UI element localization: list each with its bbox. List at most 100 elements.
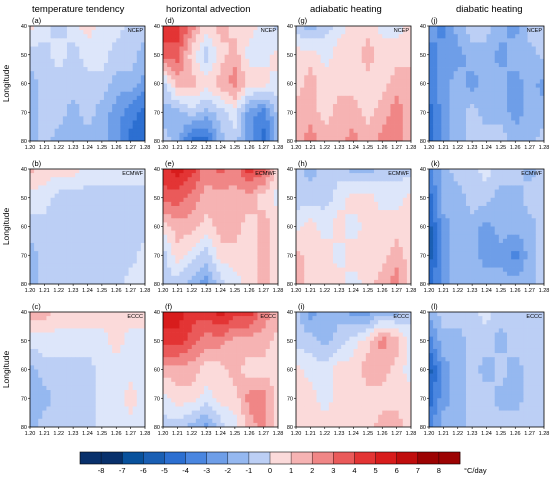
heat-cell: [50, 218, 55, 223]
heat-cell: [50, 46, 55, 51]
heat-cell: [429, 124, 434, 130]
heat-cell: [304, 95, 309, 101]
heat-cell: [175, 222, 180, 227]
heat-cell: [269, 193, 275, 199]
heat-cell: [58, 242, 64, 248]
heat-cell: [58, 91, 64, 97]
heat-cell: [316, 50, 321, 56]
heat-cell: [42, 79, 47, 84]
heat-cell: [261, 238, 267, 244]
heat-cell: [304, 112, 309, 117]
heat-cell: [386, 26, 391, 31]
heat-cell: [58, 255, 64, 260]
heat-cell: [269, 87, 275, 93]
heat-cell: [87, 75, 92, 80]
heat-cell: [50, 62, 55, 68]
heat-cell: [175, 242, 180, 248]
heat-cell: [116, 263, 121, 268]
heat-cell: [265, 95, 271, 101]
heat-cell: [208, 173, 213, 178]
heat-cell: [402, 62, 408, 68]
heat-cell: [103, 83, 109, 88]
y-tick-label: 40: [21, 167, 27, 173]
heat-cell: [204, 210, 209, 215]
heat-cell: [199, 54, 205, 60]
heat-cell: [34, 124, 39, 130]
heat-cell: [83, 124, 88, 130]
heat-cell: [71, 201, 76, 207]
heat-cell: [345, 34, 350, 39]
heat-cell: [273, 255, 278, 260]
heat-cell: [128, 136, 134, 141]
heat-cell: [175, 50, 180, 56]
heat-cell: [75, 34, 80, 39]
heat-cell: [304, 104, 309, 109]
heat-cell: [398, 83, 404, 88]
heat-cell: [99, 267, 105, 273]
heat-cell: [337, 83, 342, 88]
heat-cell: [95, 238, 101, 244]
heat-cell: [204, 193, 209, 199]
heat-cell: [220, 189, 225, 194]
heat-cell: [83, 247, 88, 252]
y-tick-label: 80: [154, 282, 160, 288]
heat-cell: [232, 95, 238, 101]
heat-cell: [112, 226, 117, 231]
heat-cell: [486, 42, 491, 47]
heat-cell: [474, 58, 479, 64]
heat-cell: [269, 279, 275, 284]
heat-cell: [42, 234, 47, 240]
heat-cell: [320, 46, 326, 51]
heat-cell: [50, 104, 55, 109]
heat-cell: [519, 75, 524, 80]
heat-cell: [445, 38, 450, 43]
heat-cell: [486, 26, 491, 31]
heat-cell: [216, 218, 221, 223]
heat-cell: [365, 83, 371, 88]
heat-cell: [212, 247, 217, 252]
heat-cell: [46, 42, 51, 47]
heat-cell: [167, 104, 172, 109]
heat-cell: [523, 112, 528, 117]
heat-cell: [527, 132, 533, 138]
heat-cell: [58, 181, 64, 186]
heat-cell: [212, 214, 217, 219]
heat-cell: [167, 87, 172, 93]
heat-cell: [249, 197, 254, 203]
heat-cell: [539, 132, 544, 138]
heat-cell: [224, 42, 230, 47]
heat-cell: [46, 79, 51, 84]
heat-cell: [470, 136, 475, 141]
heat-cell: [79, 247, 84, 252]
heat-cell: [171, 238, 176, 244]
heat-cell: [132, 189, 138, 194]
heat-cell: [382, 177, 387, 182]
heat-cell: [308, 104, 313, 109]
heat-cell: [195, 222, 201, 227]
heat-cell: [461, 42, 467, 47]
heat-cell: [191, 108, 197, 113]
heat-cell: [257, 58, 262, 64]
heat-cell: [224, 193, 230, 199]
heat-cell: [320, 42, 326, 47]
heat-cell: [273, 271, 278, 277]
heat-cell: [58, 234, 64, 240]
heat-cell: [324, 54, 330, 60]
heat-cell: [132, 71, 138, 76]
heat-cell: [386, 83, 391, 88]
heat-cell: [71, 38, 76, 43]
heat-cell: [46, 238, 51, 244]
heat-cell: [54, 26, 60, 31]
heat-cell: [531, 87, 537, 93]
heat-cell: [124, 279, 129, 284]
heat-cell: [236, 38, 242, 43]
heat-cell: [357, 71, 363, 76]
heat-cell: [87, 87, 92, 93]
heat-cell: [515, 112, 520, 117]
heat-cell: [232, 71, 238, 76]
heat-cell: [345, 136, 350, 141]
heat-cell: [232, 91, 238, 97]
heat-cell: [50, 58, 55, 64]
heat-cell: [220, 124, 225, 130]
heat-cell: [269, 83, 275, 88]
